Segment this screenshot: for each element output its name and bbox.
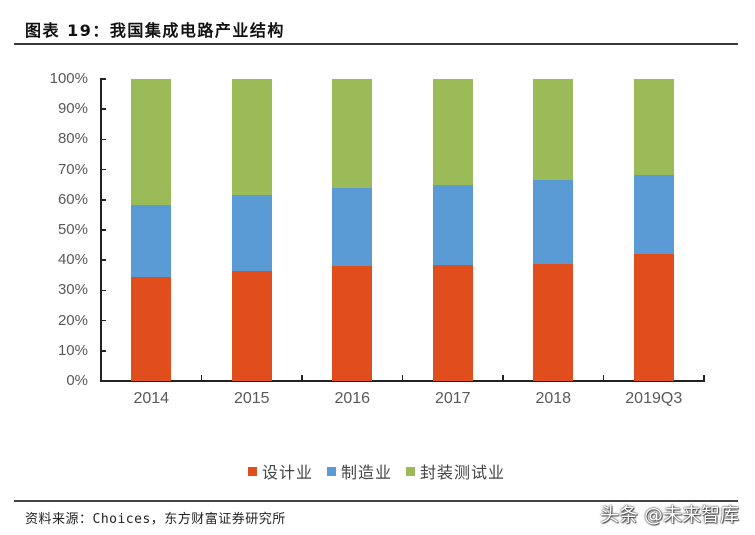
y-tick-mark	[100, 259, 106, 261]
bar-2014	[131, 79, 172, 381]
y-tick-label: 0%	[66, 372, 88, 389]
bar-segment-manufacturing	[432, 184, 473, 265]
x-tick-mark	[502, 375, 504, 381]
y-tick-label: 40%	[57, 251, 88, 269]
bar-segment-packaging-testing	[231, 79, 272, 195]
y-tick-mark	[100, 380, 106, 382]
bar-segment-packaging-testing	[533, 79, 574, 180]
bar-segment-design	[432, 264, 473, 381]
y-tick-mark	[100, 138, 106, 141]
y-tick-mark	[100, 229, 106, 231]
legend-swatch-design	[248, 466, 257, 476]
bar-2019Q3	[633, 79, 674, 381]
legend-swatch-packaging-testing	[406, 466, 416, 476]
y-tick-label: 60%	[57, 190, 88, 208]
y-tick-label: 100%	[49, 70, 88, 87]
y-tick-label: 10%	[57, 341, 88, 359]
x-tick-mark	[703, 375, 705, 381]
chart-plot-area: 0% 10% 20% 30% 40% 50% 60% 70% 80% 90% 100% 2014 20…	[49, 70, 705, 407]
y-tick-label: 50%	[57, 221, 88, 238]
y-tick-mark	[100, 199, 106, 201]
x-tick-mark	[200, 375, 203, 381]
x-tick-mark	[401, 375, 404, 381]
chart-title: 图表 19：我国集成电路产业结构	[25, 21, 285, 40]
bar-segment-manufacturing	[131, 204, 172, 277]
legend-label-manufacturing: 制造业	[341, 463, 393, 482]
x-tick-label: 2015	[233, 390, 270, 407]
bar-segment-manufacturing	[332, 188, 373, 267]
y-tick-label: 70%	[57, 160, 88, 178]
y-tick-mark	[100, 168, 106, 171]
source-divider	[14, 500, 738, 502]
title-divider	[14, 43, 738, 45]
bar-segment-manufacturing	[533, 179, 574, 265]
y-tick-mark	[100, 350, 106, 352]
bar-segment-design	[231, 270, 272, 381]
bar-segment-design	[131, 276, 172, 381]
y-tick-label: 20%	[57, 311, 88, 329]
x-axis-line	[100, 380, 705, 382]
legend-label-packaging-testing: 封装测试业	[420, 463, 506, 482]
y-tick-mark	[100, 108, 106, 110]
legend-item-design: 设计业	[248, 459, 313, 483]
y-tick-mark	[100, 319, 106, 322]
y-tick-label: 80%	[57, 130, 88, 148]
y-tick-label: 90%	[57, 100, 88, 118]
legend-label-design: 设计业	[262, 463, 314, 482]
x-tick-label: 2018	[535, 390, 572, 407]
source-note: 资料来源：Choices，东方财富证券研究所	[25, 512, 286, 527]
bar-2017	[432, 79, 473, 381]
bar-segment-design	[633, 254, 674, 381]
legend-item-packaging-testing: 封装测试业	[406, 459, 505, 483]
bar-segment-design	[533, 264, 574, 381]
bar-segment-packaging-testing	[633, 79, 674, 176]
bar-segment-manufacturing	[231, 194, 272, 271]
watermark: 头条 @未来智库	[600, 504, 740, 526]
bar-2018	[533, 79, 574, 381]
legend-item-manufacturing: 制造业	[327, 459, 392, 483]
x-tick-label: 2019Q3	[625, 390, 683, 407]
x-tick-mark	[602, 375, 605, 381]
y-tick-label: 30%	[57, 281, 88, 299]
bar-segment-packaging-testing	[432, 79, 473, 185]
x-tick-label: 2017	[434, 390, 471, 407]
bar-segment-manufacturing	[633, 175, 674, 255]
bar-segment-packaging-testing	[332, 79, 373, 189]
bar-2016	[332, 79, 373, 381]
y-tick-mark	[100, 289, 106, 292]
bar-segment-design	[332, 266, 373, 381]
x-tick-label: 2016	[334, 390, 371, 407]
chart-legend: 设计业 制造业 封装测试业	[248, 459, 505, 483]
bar-segment-packaging-testing	[131, 79, 172, 205]
y-tick-mark	[100, 78, 106, 80]
x-tick-label: 2014	[133, 390, 170, 407]
x-tick-mark	[301, 375, 303, 381]
legend-swatch-manufacturing	[327, 466, 337, 476]
bar-2015	[231, 79, 272, 381]
